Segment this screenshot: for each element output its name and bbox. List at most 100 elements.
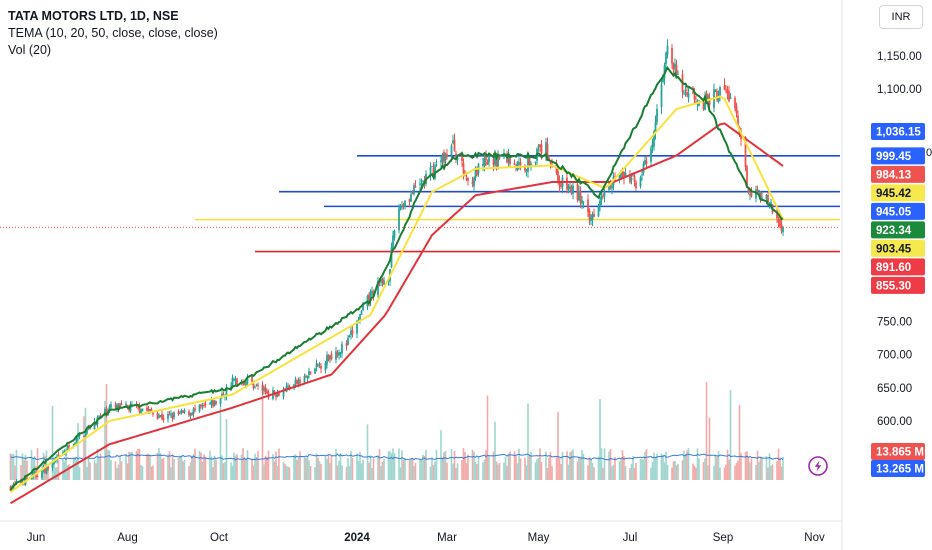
candle-body	[327, 354, 330, 361]
alert-bolt-icon[interactable]	[808, 456, 828, 476]
volume-bar	[650, 467, 652, 480]
symbol-title[interactable]: TATA MOTORS LTD, 1D, NSE	[8, 9, 179, 23]
volume-ma-line	[10, 453, 784, 461]
time-axis[interactable]: Jun Aug Oct 2024 Mar May Jul Sep Nov	[27, 532, 825, 544]
candle-body	[126, 404, 129, 407]
candle-body	[191, 413, 193, 416]
candle-body	[695, 101, 697, 103]
volume-bar	[716, 456, 718, 480]
candle-body	[393, 230, 396, 238]
candle-body	[399, 206, 402, 209]
candle-body	[696, 103, 699, 105]
volume-bar	[777, 448, 780, 480]
volume-bar	[255, 457, 258, 480]
price-tag-bg	[871, 147, 925, 165]
volume-bar	[707, 465, 709, 480]
candle-body	[348, 335, 351, 338]
volume-bar	[686, 450, 688, 480]
volume-bar	[534, 462, 537, 480]
volume-bar	[9, 453, 12, 480]
candle-body	[618, 175, 621, 179]
volume-bar	[464, 452, 466, 480]
candle-body	[243, 384, 246, 386]
volume-bar	[12, 454, 15, 480]
volume-bar	[225, 419, 228, 480]
volume-bar	[11, 454, 13, 480]
candle-body	[558, 181, 561, 187]
candle-body	[129, 404, 132, 412]
volume-bar	[401, 450, 403, 480]
candle-body	[141, 408, 144, 412]
volume-tag-label: 13.865 M	[876, 447, 924, 459]
volume-bar	[348, 466, 351, 480]
candle-body	[320, 365, 322, 369]
candle-body	[266, 390, 268, 394]
volume-bar	[768, 453, 771, 480]
candle-body	[579, 191, 582, 204]
volume-bar	[483, 459, 486, 480]
volume-bar	[450, 448, 453, 480]
currency-button[interactable]: INR	[879, 5, 923, 29]
volume-bar	[72, 457, 75, 480]
candle-body	[633, 175, 636, 182]
candle-body	[611, 185, 613, 189]
candle-body	[335, 351, 337, 360]
candle-body	[486, 162, 489, 165]
volume-bar	[756, 450, 759, 480]
volume-legend[interactable]: Vol (20)	[8, 43, 52, 57]
volume-bar	[507, 453, 510, 480]
candle-body	[498, 157, 501, 159]
volume-bar	[120, 461, 123, 480]
candle-body	[555, 164, 558, 173]
candle-body	[725, 89, 727, 91]
indicator-legend[interactable]: TEMA (10, 20, 50, close, close, close)	[8, 26, 218, 40]
candle-body	[282, 388, 285, 397]
candle-body	[380, 280, 382, 282]
volume-bar	[662, 454, 664, 480]
candle-body	[756, 189, 759, 191]
candle-body	[371, 291, 373, 293]
volume-bar	[681, 460, 684, 480]
candle-body	[120, 403, 123, 405]
volume-bar	[339, 453, 342, 480]
volume-bar	[230, 462, 232, 480]
volume-bar	[47, 467, 49, 480]
volume-bar	[545, 451, 547, 480]
volume-bar	[240, 454, 243, 480]
volume-bar	[180, 456, 183, 480]
volume-bar	[738, 404, 741, 480]
candle-body	[507, 154, 510, 163]
volume-bar	[473, 451, 475, 480]
candle-body	[645, 161, 648, 165]
candle-body	[152, 412, 154, 415]
x-tick-label: 2024	[344, 532, 370, 544]
price-axis[interactable]: 600.00650.00700.00750.00800.001,100.001,…	[877, 51, 922, 428]
candle-body	[162, 418, 165, 420]
candle-body	[674, 63, 676, 68]
volume-bar	[477, 456, 480, 480]
candle-body	[314, 368, 316, 374]
candle-body	[278, 393, 280, 396]
candle-body	[483, 158, 486, 166]
candle-body	[212, 400, 214, 407]
candle-body	[171, 414, 174, 419]
candle-body	[672, 63, 675, 70]
volume-bar	[51, 405, 54, 480]
price-tag: 855.30	[871, 276, 925, 294]
volume-bar	[723, 467, 726, 480]
volume-bar	[309, 466, 312, 480]
volume-bar	[692, 463, 694, 480]
volume-bar	[74, 457, 76, 480]
volume-bar	[614, 456, 616, 480]
volume-bar	[278, 448, 280, 480]
candle-body	[276, 392, 279, 397]
candle-body	[545, 142, 547, 155]
volume-bar	[602, 467, 604, 480]
volume-bar	[224, 461, 226, 480]
candle-body	[440, 160, 442, 163]
volume-bar	[735, 462, 738, 480]
volume-bar	[107, 449, 109, 480]
candle-body	[644, 159, 646, 165]
candle-body	[455, 153, 457, 160]
